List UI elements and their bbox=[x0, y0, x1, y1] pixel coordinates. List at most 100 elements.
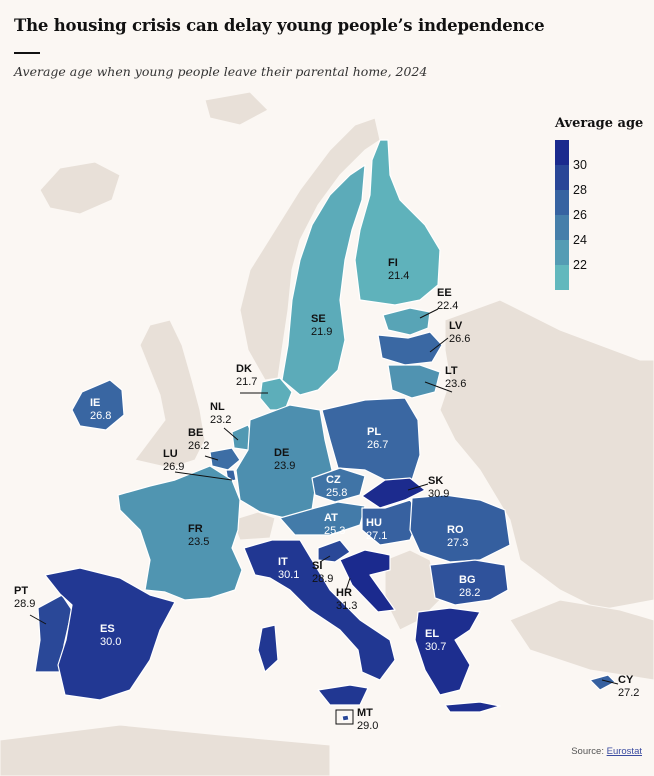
country-value-label-ee: 22.4 bbox=[437, 300, 458, 312]
country-value-label-cy: 27.2 bbox=[618, 687, 639, 699]
land-switzerland bbox=[231, 511, 276, 541]
country-code-label-ie: IE bbox=[90, 397, 100, 409]
land-uk bbox=[134, 319, 206, 469]
country-code-label-bg: BG bbox=[459, 574, 476, 586]
country-it-sicily bbox=[317, 684, 369, 706]
country-cy bbox=[589, 674, 616, 691]
leader-line-nl bbox=[223, 427, 239, 441]
country-value-label-lt: 23.6 bbox=[445, 378, 466, 390]
country-value-label-mt: 29.0 bbox=[357, 720, 378, 732]
country-code-label-cy: CY bbox=[618, 674, 634, 686]
country-value-label-dk: 21.7 bbox=[236, 376, 257, 388]
legend-tick: 24 bbox=[573, 233, 587, 247]
legend-tick: 28 bbox=[573, 183, 587, 197]
legend-color-bar bbox=[555, 140, 569, 290]
country-bg bbox=[429, 559, 509, 606]
country-code-label-lu: LU bbox=[163, 448, 178, 460]
country-hr bbox=[339, 549, 396, 613]
leader-line-lv bbox=[429, 337, 449, 353]
country-code-label-dk: DK bbox=[236, 363, 252, 375]
country-value-label-lu: 26.9 bbox=[163, 461, 184, 473]
country-value-label-fi: 21.4 bbox=[388, 270, 409, 282]
land-turkey bbox=[509, 599, 654, 681]
leader-line-cy bbox=[601, 679, 619, 685]
country-code-label-fr: FR bbox=[188, 523, 203, 535]
country-value-label-be: 26.2 bbox=[188, 440, 209, 452]
mt-callout-box bbox=[335, 709, 354, 725]
country-value-label-hu: 27.1 bbox=[366, 530, 387, 542]
country-code-label-at: AT bbox=[324, 512, 338, 524]
country-es bbox=[44, 567, 176, 701]
country-value-label-it: 30.1 bbox=[278, 569, 299, 581]
country-code-label-it: IT bbox=[278, 556, 288, 568]
leader-line-pt bbox=[29, 614, 47, 625]
country-it-sardinia bbox=[257, 624, 279, 673]
country-code-label-ro: RO bbox=[447, 524, 464, 536]
leader-line-hr bbox=[345, 577, 351, 591]
legend-tick: 22 bbox=[573, 258, 587, 272]
country-value-label-sk: 30.9 bbox=[428, 488, 449, 500]
leader-line-ee bbox=[419, 308, 439, 319]
land-east bbox=[439, 299, 654, 611]
country-code-label-lv: LV bbox=[449, 320, 463, 332]
country-value-label-nl: 23.2 bbox=[210, 414, 231, 426]
country-code-label-es: ES bbox=[100, 623, 115, 635]
country-el bbox=[414, 607, 481, 696]
country-it bbox=[243, 539, 396, 681]
chart-subtitle: Average age when young people leave thei… bbox=[14, 64, 428, 79]
country-code-label-ee: EE bbox=[437, 287, 452, 299]
country-el-crete bbox=[444, 701, 501, 713]
country-value-label-pt: 28.9 bbox=[14, 598, 35, 610]
country-code-label-hu: HU bbox=[366, 517, 382, 529]
country-code-label-de: DE bbox=[274, 447, 289, 459]
leader-line-sk bbox=[407, 483, 429, 491]
country-value-label-el: 30.7 bbox=[425, 641, 446, 653]
source-link[interactable]: Eurostat bbox=[606, 746, 642, 757]
country-code-label-el: EL bbox=[425, 628, 439, 640]
country-code-label-be: BE bbox=[188, 427, 203, 439]
country-ie bbox=[71, 379, 125, 431]
country-value-label-bg: 28.2 bbox=[459, 587, 480, 599]
country-lt bbox=[387, 364, 441, 399]
country-code-label-sk: SK bbox=[428, 475, 443, 487]
country-code-label-pl: PL bbox=[367, 426, 381, 438]
country-mt bbox=[341, 714, 350, 722]
country-fi bbox=[354, 139, 441, 306]
country-value-label-si: 28.9 bbox=[312, 573, 333, 585]
leader-line-be bbox=[204, 455, 219, 461]
country-lv bbox=[377, 331, 443, 366]
country-code-label-hr: HR bbox=[336, 587, 352, 599]
country-value-label-ro: 27.3 bbox=[447, 537, 468, 549]
country-value-label-lv: 26.6 bbox=[449, 333, 470, 345]
country-value-label-se: 21.9 bbox=[311, 326, 332, 338]
country-code-label-si: SI bbox=[312, 560, 322, 572]
country-cz bbox=[311, 467, 366, 503]
country-value-label-cz: 25.8 bbox=[326, 487, 347, 499]
country-value-label-de: 23.9 bbox=[274, 460, 295, 472]
country-code-label-lt: LT bbox=[445, 365, 458, 377]
country-se bbox=[281, 164, 366, 396]
country-value-label-pl: 26.7 bbox=[367, 439, 388, 451]
country-code-label-mt: MT bbox=[357, 707, 373, 719]
country-value-label-es: 30.0 bbox=[100, 636, 121, 648]
country-code-label-se: SE bbox=[311, 313, 326, 325]
leader-line-lt bbox=[424, 381, 453, 393]
land-iceland bbox=[39, 161, 121, 215]
chart-title: The housing crisis can delay young peopl… bbox=[14, 16, 545, 35]
source-prefix: Source: bbox=[571, 746, 607, 757]
country-si bbox=[317, 539, 351, 563]
leader-line-si bbox=[319, 555, 331, 563]
country-value-label-at: 25.3 bbox=[324, 525, 345, 537]
title-rule bbox=[14, 52, 40, 54]
country-ee bbox=[382, 307, 431, 336]
country-value-label-fr: 23.5 bbox=[188, 536, 209, 548]
land-svalbard bbox=[204, 91, 269, 126]
country-ro bbox=[409, 494, 511, 563]
land-africa bbox=[0, 724, 331, 776]
legend-tick: 26 bbox=[573, 208, 587, 222]
country-value-label-ie: 26.8 bbox=[90, 410, 111, 422]
country-code-label-pt: PT bbox=[14, 585, 28, 597]
country-code-label-nl: NL bbox=[210, 401, 225, 413]
legend-tick: 30 bbox=[573, 158, 587, 172]
country-code-label-fi: FI bbox=[388, 257, 398, 269]
